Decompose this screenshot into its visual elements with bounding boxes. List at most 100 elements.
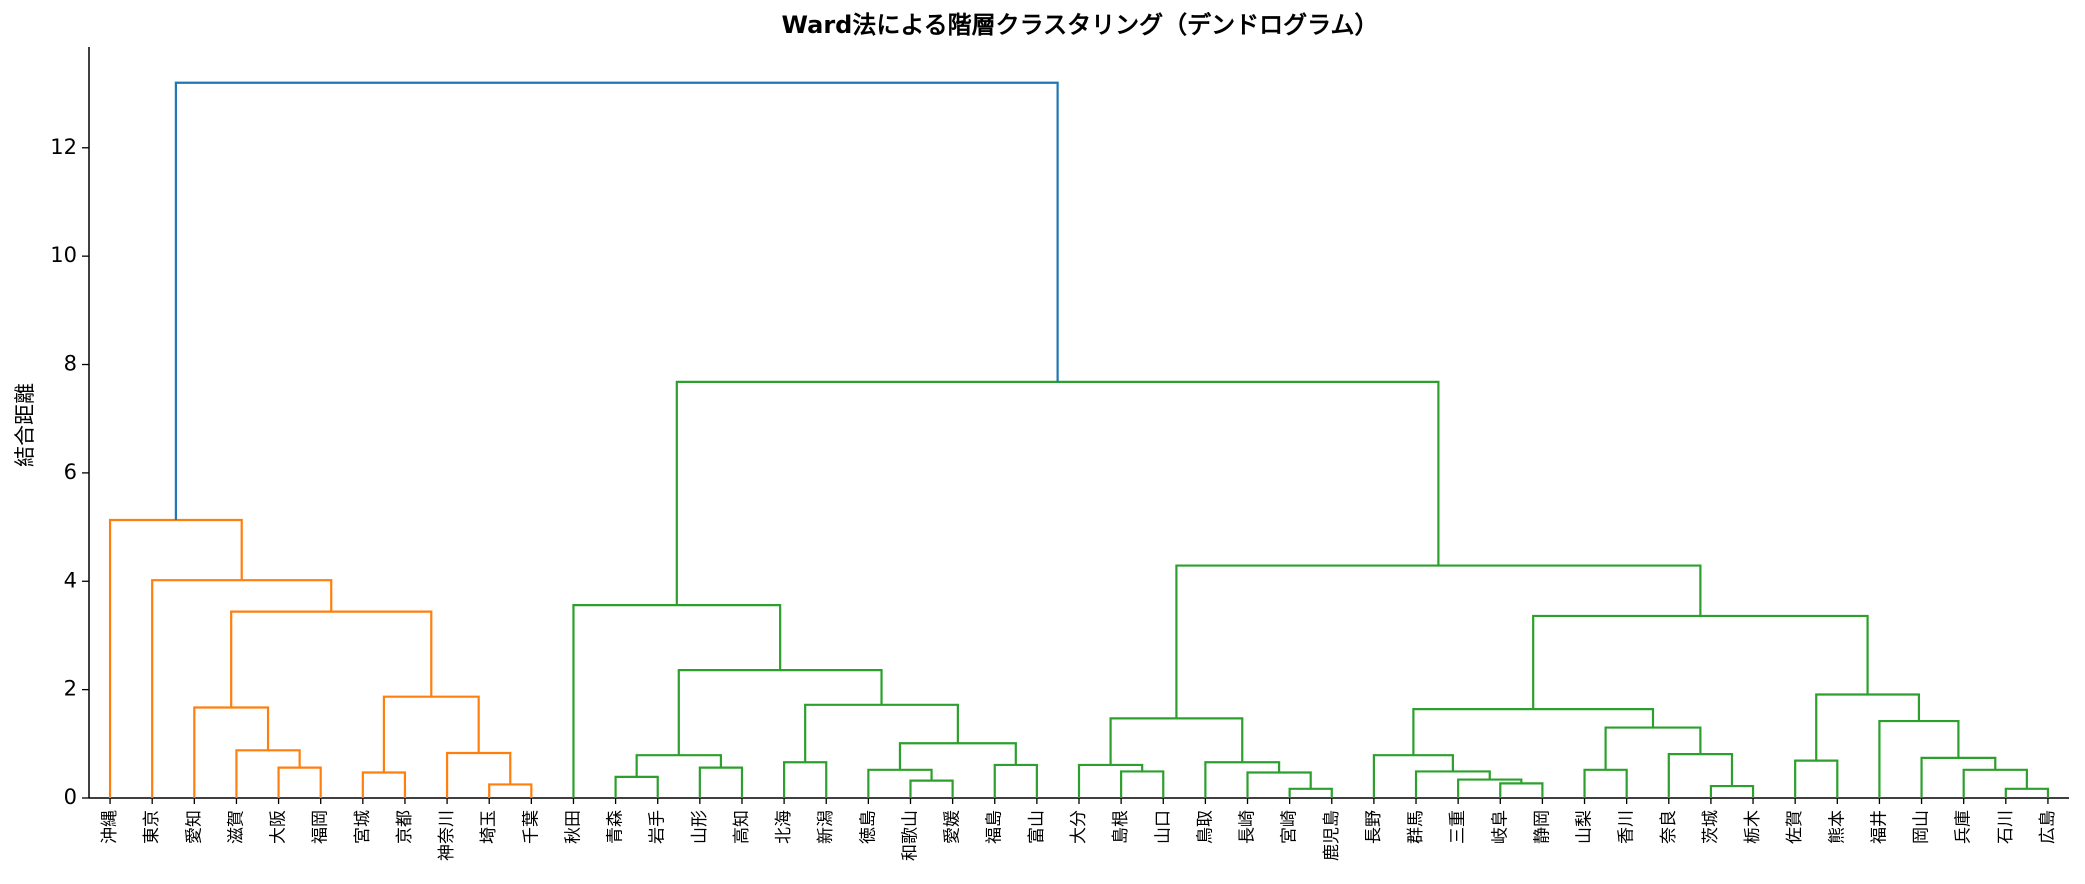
- y-tick-label: 4: [64, 568, 77, 592]
- leaf-label: 長野: [1364, 810, 1384, 844]
- leaf-label: 北海: [774, 810, 794, 844]
- dendrogram-link: [151, 579, 333, 798]
- dendrogram-link: [1414, 770, 1491, 798]
- leaf-label: 佐賀: [1785, 810, 1805, 844]
- leaf-label: 和歌山: [900, 810, 920, 861]
- dendrogram-link: [108, 518, 243, 798]
- leaf-label: 福島: [985, 810, 1005, 844]
- dendrogram-link: [1175, 564, 1702, 719]
- dendrogram-link: [1246, 771, 1312, 798]
- leaf-label: 兵庫: [1954, 810, 1974, 844]
- dendrogram-link: [193, 706, 270, 798]
- dendrogram-link: [2004, 787, 2050, 798]
- y-tick-label: 0: [64, 785, 77, 809]
- leaf-label: 石川: [1996, 810, 2016, 844]
- dendrogram-link: [909, 779, 954, 798]
- dendrogram-link: [1667, 753, 1734, 798]
- leaf-label: 広島: [2038, 810, 2058, 844]
- dendrogram-link: [677, 669, 883, 756]
- leaf-label: 青森: [606, 810, 626, 844]
- leaf-label: 島根: [1111, 810, 1131, 844]
- dendrogram-link: [1794, 759, 1839, 798]
- dendrogram-link: [1288, 787, 1333, 798]
- leaf-label: 福井: [1869, 810, 1889, 844]
- leaf-label: 東京: [142, 810, 162, 844]
- leaf-label: 滋賀: [226, 810, 246, 844]
- dendrogram-link: [230, 610, 433, 708]
- leaf-label: 埼玉: [479, 810, 499, 844]
- dendrogram-link: [867, 768, 933, 798]
- leaf-label: 茨城: [1701, 810, 1721, 844]
- dendrogram-link: [1920, 756, 1997, 798]
- y-axis-label: 結合距離: [13, 383, 37, 467]
- leaf-label: 徳島: [858, 810, 878, 844]
- y-tick-label: 10: [50, 243, 77, 267]
- dendrogram-link: [1815, 693, 1921, 761]
- chart-title: Ward法による階層クラスタリング（デンドログラム）: [782, 11, 1379, 39]
- leaf-label: 富山: [1027, 810, 1047, 844]
- leaf-label: 香川: [1617, 810, 1637, 844]
- leaf-label: 秋田: [563, 810, 583, 844]
- dendrogram-link: [445, 751, 512, 798]
- dendrogram-link: [1962, 768, 2028, 798]
- dendrogram-link: [993, 763, 1038, 798]
- dendrogram-link: [1204, 761, 1281, 798]
- leaf-label: 千葉: [521, 810, 541, 844]
- y-tick-label: 12: [50, 135, 77, 159]
- leaf-label: 宮城: [353, 810, 373, 844]
- leaf-label: 愛媛: [943, 810, 963, 844]
- dendrogram-link: [174, 81, 1059, 521]
- y-tick-label: 2: [64, 677, 77, 701]
- dendrogram-link: [1583, 768, 1628, 798]
- y-tick-label: 6: [64, 460, 77, 484]
- leaf-label: 福岡: [311, 810, 331, 844]
- leaf-label: 山口: [1153, 810, 1173, 844]
- dendrogram-link: [635, 754, 723, 777]
- leaf-label: 群馬: [1406, 810, 1426, 844]
- leaf-label: 三重: [1448, 810, 1468, 844]
- dendrogram-link: [675, 380, 1440, 606]
- leaf-label: 大分: [1069, 810, 1089, 844]
- leaf-label: 栃木: [1743, 810, 1763, 844]
- y-tick-label: 8: [64, 352, 77, 376]
- leaf-label: 京都: [395, 810, 415, 844]
- leaf-label: 鹿児島: [1322, 810, 1342, 861]
- leaf-label: 岡山: [1912, 810, 1932, 844]
- dendrogram-link: [488, 783, 533, 798]
- leaf-label: 鳥取: [1195, 810, 1215, 844]
- leaf-label: 神奈川: [437, 810, 457, 861]
- dendrogram-link: [1604, 726, 1702, 770]
- leaf-label: 大阪: [269, 810, 289, 844]
- leaf-label: 岩手: [648, 810, 668, 844]
- leaf-label: 熊本: [1827, 810, 1847, 844]
- leaf-label: 岐阜: [1490, 810, 1510, 844]
- dendrogram-link: [572, 604, 782, 798]
- leaf-label: 山形: [690, 810, 710, 844]
- dendrogram-link: [1709, 784, 1755, 798]
- leaf-label: 奈良: [1659, 810, 1679, 844]
- leaf-label: 高知: [732, 810, 752, 844]
- leaf-label: 沖縄: [100, 810, 120, 844]
- dendrogram-link: [1120, 770, 1165, 798]
- dendrogram-link: [614, 775, 659, 798]
- dendrogram-link: [1109, 717, 1244, 765]
- dendrogram-link: [698, 766, 744, 798]
- leaf-label: 山梨: [1575, 810, 1595, 844]
- dendrogram-link: [804, 703, 959, 763]
- dendrogram-link: [277, 766, 322, 798]
- dendrogram-link: [1372, 754, 1454, 798]
- leaf-label: 新潟: [816, 810, 836, 844]
- dendrogram-link: [783, 761, 828, 798]
- dendrogram-link: [235, 749, 301, 798]
- leaf-label: 長崎: [1238, 810, 1258, 844]
- leaf-label: 愛知: [184, 810, 204, 844]
- dendrogram-link: [1878, 719, 1960, 798]
- dendrogram-link: [1499, 782, 1544, 798]
- leaf-label: 静岡: [1532, 810, 1552, 844]
- dendrogram-link: [1412, 708, 1655, 756]
- dendrogram-link: [382, 695, 480, 773]
- dendrogram-link: [1077, 763, 1144, 798]
- dendrogram-link: [361, 771, 407, 798]
